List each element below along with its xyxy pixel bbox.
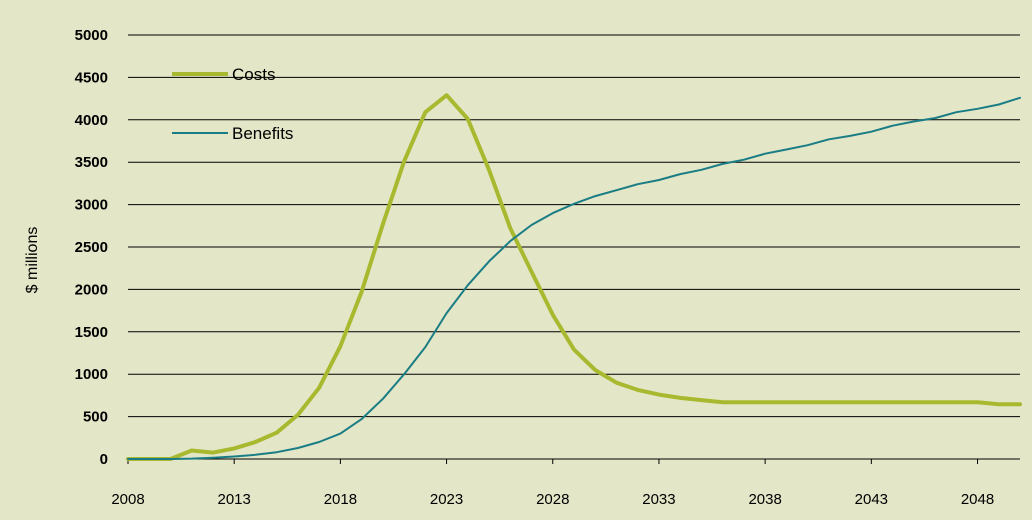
- y-tick-label: 4500: [75, 69, 108, 86]
- x-tick-label: 2013: [218, 491, 251, 508]
- y-tick-label: 0: [100, 451, 108, 468]
- x-tick-label: 2038: [748, 491, 781, 508]
- x-axis: 2008 2013 2018 2023 2028 2033 2038 2043 2048: [111, 458, 1020, 508]
- gridlines: [128, 34, 1020, 418]
- series-line-costs: [126, 93, 1022, 461]
- y-tick-label: 1500: [75, 324, 108, 341]
- x-tick-label: 2023: [430, 491, 463, 508]
- x-tick-label: 2033: [642, 491, 675, 508]
- y-axis-label: $ millions: [24, 227, 41, 294]
- y-tick-label: 1000: [75, 366, 108, 383]
- x-tick-label: 2043: [855, 491, 888, 508]
- y-tick-label: 3000: [75, 197, 108, 214]
- legend-label-costs: Costs: [232, 65, 275, 84]
- series-lines: [126, 93, 1022, 461]
- x-tick-label: 2018: [324, 491, 357, 508]
- legend-label-benefits: Benefits: [232, 124, 293, 143]
- y-tick-label: 500: [83, 409, 108, 426]
- y-tick-label: 2000: [75, 281, 108, 298]
- y-tick-label: 2500: [75, 239, 108, 256]
- y-tick-label: 4000: [75, 112, 108, 129]
- y-axis-ticks: 0 500 1000 1500 2000 2500 3000 3500 4000 4500 5000: [75, 27, 108, 468]
- legend: Costs Benefits: [172, 65, 293, 143]
- x-tick-label: 2008: [111, 491, 144, 508]
- series-line-benefits: [127, 96, 1021, 460]
- x-tick-label: 2028: [536, 491, 569, 508]
- x-tick-label: 2048: [961, 491, 994, 508]
- y-tick-label: 5000: [75, 27, 108, 44]
- y-tick-label: 3500: [75, 154, 108, 171]
